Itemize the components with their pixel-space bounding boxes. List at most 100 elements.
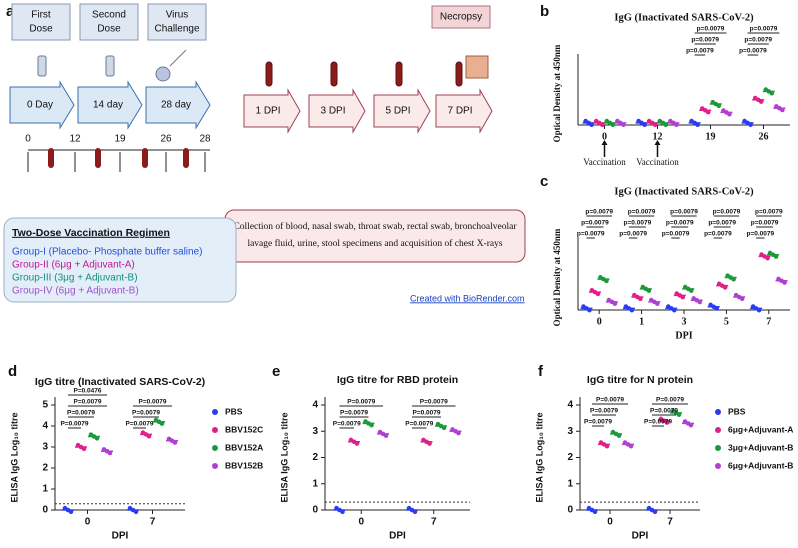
dot — [587, 307, 592, 313]
dot — [427, 441, 432, 446]
x-tick-label: 1 — [639, 316, 644, 327]
x-tick-label: 0 — [358, 517, 364, 528]
p-value: p=0.0079 — [708, 220, 736, 227]
annotation-arrowhead — [654, 140, 661, 145]
dot — [94, 436, 100, 441]
p-value: p=0.0079 — [704, 231, 732, 238]
x-tick-label: 0 — [607, 517, 613, 528]
dot — [610, 122, 616, 127]
stage-box — [147, 3, 207, 41]
p-value: p=0.0079 — [750, 26, 778, 33]
dot — [697, 299, 703, 305]
dot — [599, 122, 605, 127]
stage-text: Second — [92, 10, 126, 21]
dot — [705, 109, 711, 115]
chart-title: IgG titre for N protein — [587, 374, 693, 386]
p-value: P=0.0079 — [584, 419, 612, 426]
p-value: p=0.0079 — [691, 37, 719, 44]
legend-marker — [715, 427, 721, 433]
p-value: p=0.0079 — [624, 220, 652, 227]
y-axis-label: Optical Density at 450nm — [552, 44, 562, 142]
dot — [107, 450, 113, 456]
dot — [642, 122, 647, 127]
dot — [652, 509, 658, 515]
dot — [756, 307, 762, 313]
p-value: p=0.0079 — [744, 37, 772, 44]
dot — [616, 433, 622, 438]
stage-text: Dose — [29, 24, 53, 35]
p-value: P=0.0079 — [132, 410, 160, 417]
timeline-label: 28 — [199, 134, 211, 145]
y-tick-label: 1 — [42, 484, 48, 495]
legend-label: 6μg+Adjuvant-A — [728, 424, 793, 434]
dot — [646, 288, 652, 293]
regimen-box — [3, 217, 237, 303]
dot — [688, 422, 694, 428]
dot — [765, 255, 770, 261]
dot — [354, 441, 360, 446]
p-value: P=0.0079 — [412, 410, 440, 417]
dot — [676, 412, 682, 417]
p-value: p=0.0079 — [670, 209, 698, 216]
panel-label: a — [6, 3, 15, 20]
p-value: p=0.0079 — [581, 220, 609, 227]
regimen-group: Group-II (6μg + Adjuvant-A) — [12, 260, 135, 271]
x-tick-label: 5 — [724, 316, 729, 327]
legend-label: BBV152C — [225, 424, 263, 434]
timeline-arrows — [27, 152, 206, 172]
y-tick-label: 3 — [42, 442, 48, 453]
legend-marker — [212, 445, 218, 451]
dot — [369, 422, 374, 428]
dot — [595, 291, 601, 297]
p-value: p=0.0079 — [585, 209, 613, 216]
p-value: p=0.0079 — [697, 26, 725, 33]
y-tick-label: 3 — [312, 426, 318, 437]
dot — [674, 122, 679, 127]
dot — [159, 421, 165, 426]
y-tick-label: 1 — [312, 478, 318, 489]
dpi-arrow — [435, 88, 493, 134]
necropsy-text: Necropsy — [440, 12, 482, 23]
necropsy-box — [431, 5, 491, 29]
x-axis-label: DPI — [632, 531, 649, 542]
y-tick-label: 3 — [567, 426, 573, 437]
dot — [412, 509, 418, 515]
x-axis-label: DPI — [389, 531, 406, 542]
dpi-arrow — [243, 88, 301, 134]
annotation-arrowhead — [601, 140, 608, 145]
y-tick-label: 1 — [567, 478, 573, 489]
dot — [629, 307, 635, 313]
timeline-tubes — [48, 148, 189, 168]
x-tick-label: 7 — [431, 517, 437, 528]
x-tick-label: 7 — [766, 316, 771, 327]
y-axis-label: ELISA IgG Log₁₀ titre — [9, 413, 19, 503]
chart-title: IgG titre (Inactivated SARS-CoV-2) — [35, 376, 205, 388]
dpi-arrow — [308, 88, 366, 134]
day-text: 28 day — [161, 100, 191, 111]
dot — [68, 509, 74, 515]
legend-marker — [715, 409, 721, 415]
vial-icons — [37, 49, 187, 82]
timeline-label: 26 — [160, 134, 172, 145]
p-value: p=0.0079 — [628, 209, 656, 216]
dot — [695, 122, 700, 127]
day-arrow — [77, 80, 143, 130]
legend-marker — [212, 463, 218, 469]
dot — [663, 122, 669, 127]
x-tick-label: 3 — [682, 316, 687, 327]
y-tick-label: 0 — [567, 505, 573, 516]
legend-label: PBS — [225, 406, 243, 416]
day-arrow — [145, 80, 211, 130]
p-value: P=0.0079 — [405, 421, 433, 428]
p-value: p=0.0079 — [662, 231, 690, 238]
timeline-label: 19 — [114, 134, 126, 145]
x-tick-label: 12 — [653, 131, 663, 142]
dot — [714, 306, 719, 311]
x-tick-label: 7 — [150, 517, 156, 528]
stage-text: Virus — [166, 10, 189, 21]
dot — [716, 103, 722, 109]
dot — [441, 425, 447, 431]
legend-marker — [715, 445, 721, 451]
dot — [621, 122, 626, 127]
